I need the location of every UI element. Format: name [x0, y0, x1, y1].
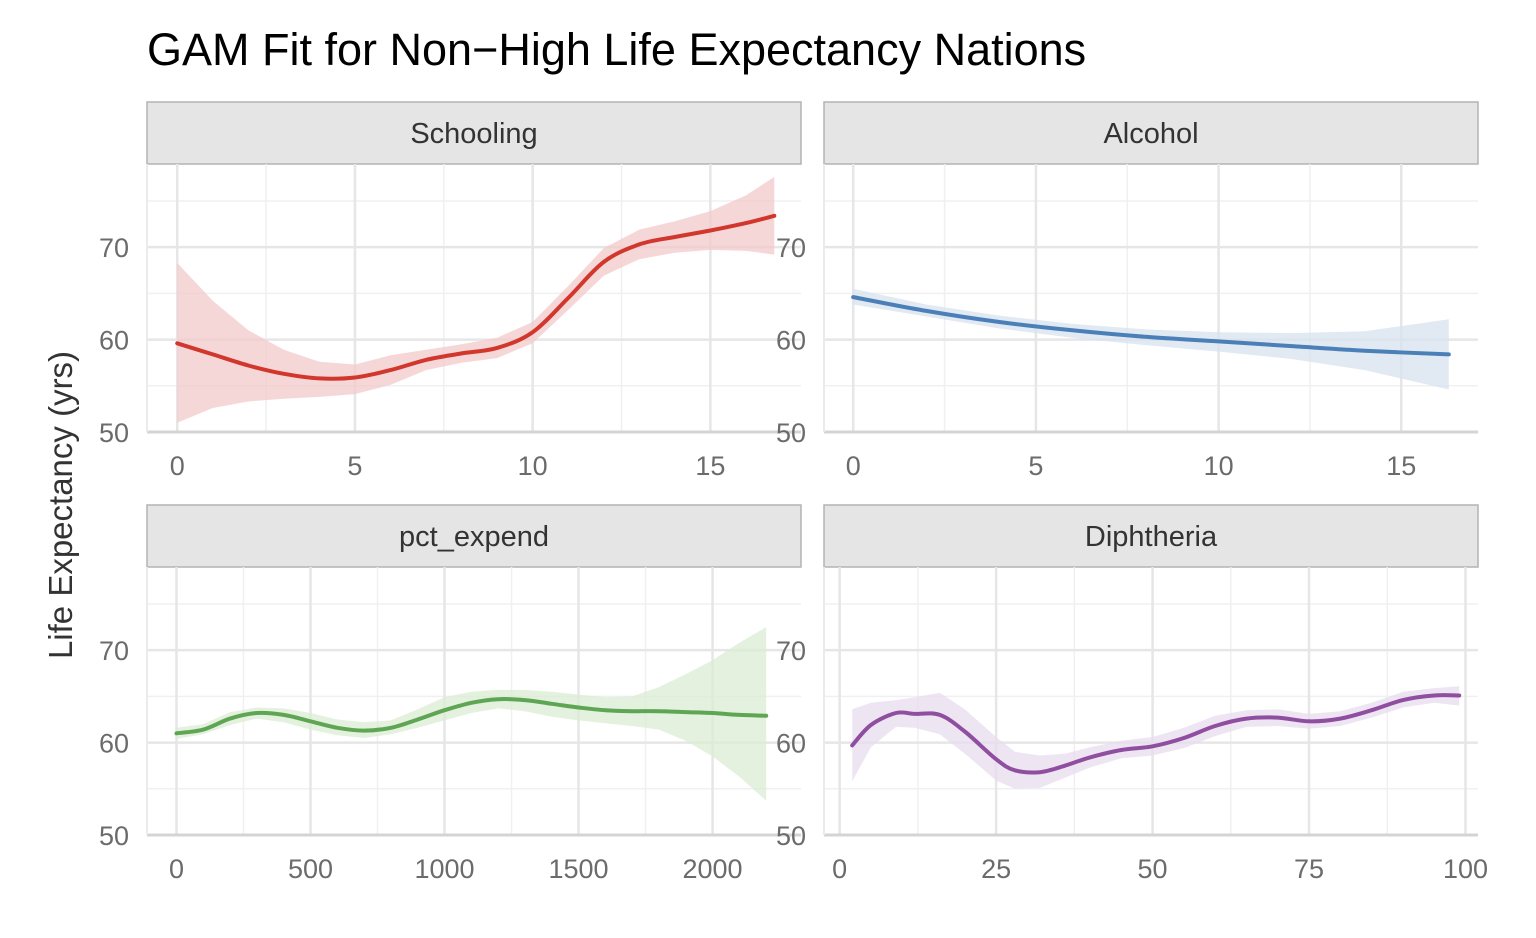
y-tick-label: 60: [776, 729, 806, 759]
strip-label: Alcohol: [1103, 118, 1198, 150]
confidence-band: [177, 176, 775, 423]
x-tick-label: 25: [981, 854, 1011, 884]
strip-background: [146, 101, 802, 165]
x-tick-label: 0: [169, 854, 184, 884]
strip-background: [146, 504, 802, 568]
x-tick-label: 0: [846, 451, 861, 481]
confidence-band: [176, 627, 767, 801]
strip-background: [823, 504, 1479, 568]
x-tick-label: 5: [1028, 451, 1043, 481]
strip-background: [823, 101, 1479, 165]
x-tick-label: 2000: [683, 854, 743, 884]
x-tick-label: 75: [1294, 854, 1324, 884]
x-tick-label: 1500: [548, 854, 608, 884]
x-tick-label: 500: [288, 854, 333, 884]
x-tick-label: 0: [832, 854, 847, 884]
x-tick-label: 0: [170, 451, 185, 481]
y-tick-label: 70: [776, 233, 806, 263]
chart-title: GAM Fit for Non−High Life Expectancy Nat…: [147, 24, 1087, 75]
fit-line: [175, 213, 777, 381]
y-tick-label: 60: [99, 729, 129, 759]
x-tick-label: 10: [518, 451, 548, 481]
y-tick-label: 70: [99, 636, 129, 666]
fit-line: [850, 693, 1462, 775]
strip-label: pct_expend: [399, 521, 549, 553]
confidence-band: [852, 686, 1460, 789]
fit-line: [851, 295, 1451, 357]
panel-alcohol: Alcohol 0 5 10 15 50 60 70: [776, 101, 1479, 481]
x-tick-label: 10: [1204, 451, 1234, 481]
y-tick-label: 70: [99, 233, 129, 263]
strip-label: Diphtheria: [1085, 521, 1218, 553]
x-tick-label: 1000: [414, 854, 474, 884]
x-tick-label: 100: [1443, 854, 1488, 884]
x-tick-label: 15: [695, 451, 725, 481]
panel-pct-expend: pct_expend 0 500 1000 1500 2000 50 60 70: [99, 504, 802, 884]
y-tick-label: 50: [776, 418, 806, 448]
strip-label: Schooling: [410, 118, 537, 150]
panel-diphtheria: Diphtheria 0 25 50 75 100 50 60 70: [776, 504, 1488, 884]
x-tick-label: 50: [1138, 854, 1168, 884]
y-tick-label: 50: [776, 821, 806, 851]
y-tick-label: 50: [99, 821, 129, 851]
y-tick-label: 70: [776, 636, 806, 666]
panel-schooling: Schooling 0 5 10 15 50 60 70: [99, 101, 802, 481]
y-tick-label: 60: [776, 326, 806, 356]
y-tick-label: 60: [99, 326, 129, 356]
x-tick-label: 15: [1386, 451, 1416, 481]
fit-line: [174, 697, 769, 736]
x-tick-label: 5: [347, 451, 362, 481]
y-tick-label: 50: [99, 418, 129, 448]
